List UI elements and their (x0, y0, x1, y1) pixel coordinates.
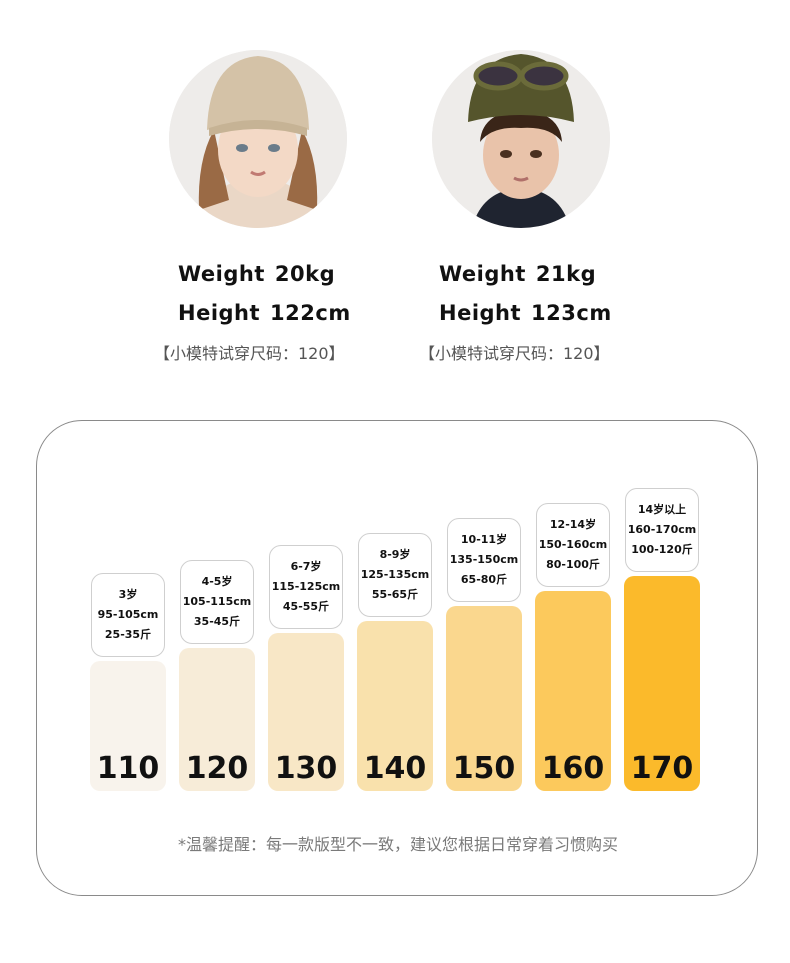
girl-hair-left (198, 130, 229, 210)
size-height: 150-160cm (538, 538, 608, 551)
boy-portrait-image (432, 50, 610, 228)
size-value: 120 (185, 751, 249, 786)
size-height: 105-115cm (182, 595, 252, 608)
size-column-160: 160 12-14岁 150-160cm 80-100斤 (535, 421, 611, 791)
size-column-170: 170 14岁以上 160-170cm 100-120斤 (624, 421, 700, 791)
size-weight: 55-65斤 (371, 588, 419, 601)
model-weight: Weight 20kg (178, 262, 336, 286)
size-age: 12-14岁 (549, 518, 597, 531)
size-info-card: 3岁 95-105cm 25-35斤 (91, 573, 165, 657)
girl-knit-hat (207, 56, 309, 130)
size-info-card: 12-14岁 150-160cm 80-100斤 (536, 503, 610, 587)
model-photo-boy (432, 50, 610, 228)
size-info-card: 6-7岁 115-125cm 45-55斤 (269, 545, 343, 629)
size-info-card: 8-9岁 125-135cm 55-65斤 (358, 533, 432, 617)
boy-jacket (472, 188, 570, 228)
model-weight: Weight 21kg (439, 262, 597, 286)
girl-portrait-image (169, 50, 347, 228)
size-bar (179, 648, 255, 791)
size-value: 110 (96, 751, 160, 786)
size-column-120: 120 4-5岁 105-115cm 35-45斤 (179, 421, 255, 791)
size-info-card: 14岁以上 160-170cm 100-120斤 (625, 488, 699, 572)
model-height: Height 123cm (439, 301, 612, 325)
size-age: 3岁 (118, 588, 138, 601)
size-column-110: 110 3岁 95-105cm 25-35斤 (90, 421, 166, 791)
model-card-girl: Weight 20kg Height 122cm 【小模特试穿尺码：120】 (120, 50, 410, 370)
size-age: 14岁以上 (637, 503, 687, 516)
size-bar (446, 606, 522, 791)
size-value: 160 (541, 751, 605, 786)
size-weight: 80-100斤 (546, 558, 600, 571)
size-weight: 35-45斤 (193, 615, 241, 628)
size-height: 115-125cm (271, 580, 341, 593)
size-value: 170 (630, 751, 694, 786)
fit-tip: *温馨提醒：每一款版型不一致，建议您根据日常穿着习惯购买 (177, 835, 618, 854)
size-bar (357, 621, 433, 791)
size-chart-panel: 110 3岁 95-105cm 25-35斤 120 4-5岁 105-115cm 35-45… (36, 420, 758, 896)
size-column-150: 150 10-11岁 135-150cm 65-80斤 (446, 421, 522, 791)
size-age: 8-9岁 (379, 548, 411, 561)
size-column-140: 140 8-9岁 125-135cm 55-65斤 (357, 421, 433, 791)
tried-size-note: 【小模特试穿尺码：120】 (154, 344, 345, 363)
size-bar (535, 591, 611, 791)
size-bar (90, 661, 166, 791)
size-height: 125-135cm (360, 568, 430, 581)
size-height: 135-150cm (449, 553, 519, 566)
size-weight: 100-120斤 (631, 543, 693, 556)
girl-hair-right (287, 130, 318, 210)
size-weight: 45-55斤 (282, 600, 330, 613)
model-card-boy: Weight 21kg Height 123cm 【小模特试穿尺码：120】 (385, 50, 675, 370)
model-photo-girl (169, 50, 347, 228)
size-weight: 25-35斤 (104, 628, 152, 641)
size-height: 95-105cm (97, 608, 159, 621)
size-info-card: 10-11岁 135-150cm 65-80斤 (447, 518, 521, 602)
goggles-icon (473, 61, 569, 91)
size-bar (268, 633, 344, 791)
size-column-130: 130 6-7岁 115-125cm 45-55斤 (268, 421, 344, 791)
size-weight: 65-80斤 (460, 573, 508, 586)
size-value: 140 (363, 751, 427, 786)
tried-size-note: 【小模特试穿尺码：120】 (419, 344, 610, 363)
size-value: 150 (452, 751, 516, 786)
size-height: 160-170cm (627, 523, 697, 536)
size-bar (624, 576, 700, 791)
size-info-card: 4-5岁 105-115cm 35-45斤 (180, 560, 254, 644)
size-age: 10-11岁 (460, 533, 508, 546)
size-age: 6-7岁 (290, 560, 322, 573)
size-age: 4-5岁 (201, 575, 233, 588)
model-height: Height 122cm (178, 301, 351, 325)
size-value: 130 (274, 751, 338, 786)
